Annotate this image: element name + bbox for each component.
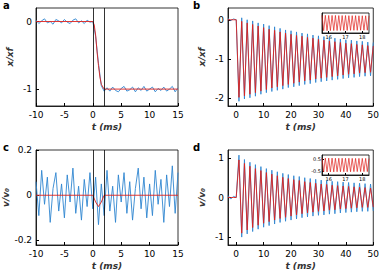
svg-text:-2: -2 (215, 93, 224, 103)
svg-text:0: 0 (90, 249, 96, 259)
svg-text:20: 20 (285, 110, 297, 120)
svg-text:50: 50 (368, 249, 380, 259)
svg-text:10: 10 (258, 249, 270, 259)
svg-text:-1: -1 (215, 54, 224, 64)
svg-text:50: 50 (368, 110, 380, 120)
svg-text:0: 0 (90, 110, 96, 120)
svg-text:40: 40 (340, 249, 352, 259)
svg-text:b: b (193, 0, 200, 11)
svg-text:-10: -10 (29, 110, 44, 120)
svg-text:0: 0 (26, 190, 32, 200)
svg-text:1: 1 (218, 153, 224, 163)
svg-text:-0.2: -0.2 (14, 235, 32, 245)
svg-text:-10: -10 (29, 249, 44, 259)
svg-text:c: c (3, 142, 9, 153)
svg-text:18: 18 (359, 34, 365, 40)
svg-text:-1: -1 (23, 84, 32, 94)
svg-text:15: 15 (172, 249, 183, 259)
svg-text:16: 16 (325, 175, 332, 182)
svg-text:10: 10 (258, 110, 270, 120)
svg-text:40: 40 (340, 110, 352, 120)
svg-text:10: 10 (144, 110, 156, 120)
svg-text:10: 10 (144, 249, 156, 259)
svg-text:18: 18 (359, 176, 365, 182)
svg-text:0.5: 0.5 (313, 156, 321, 162)
svg-text:15: 15 (172, 110, 183, 120)
svg-text:17: 17 (342, 176, 348, 182)
svg-text:0: 0 (233, 110, 239, 120)
svg-text:x/xf: x/xf (5, 47, 15, 68)
svg-text:16: 16 (326, 34, 332, 40)
svg-text:5: 5 (118, 249, 124, 259)
svg-text:0: 0 (218, 193, 224, 203)
svg-text:30: 30 (313, 110, 325, 120)
svg-text:t (ms): t (ms) (285, 122, 315, 132)
svg-text:d: d (193, 142, 200, 153)
svg-text:v/v₀: v/v₀ (197, 188, 207, 207)
svg-text:t (ms): t (ms) (285, 261, 315, 271)
svg-text:a: a (3, 0, 10, 11)
svg-text:x/xf: x/xf (197, 47, 207, 68)
svg-text:20: 20 (285, 249, 297, 259)
svg-text:0.2: 0.2 (18, 145, 32, 155)
svg-text:-5: -5 (60, 249, 69, 259)
svg-text:0: 0 (233, 249, 239, 259)
svg-text:17: 17 (342, 34, 348, 40)
svg-text:t (ms): t (ms) (92, 261, 122, 271)
svg-text:v/v₀: v/v₀ (1, 188, 11, 207)
svg-text:30: 30 (313, 249, 325, 259)
svg-text:5: 5 (118, 110, 124, 120)
svg-text:0: 0 (26, 17, 32, 27)
svg-text:-5: -5 (60, 110, 69, 120)
svg-text:t (ms): t (ms) (92, 122, 122, 132)
svg-text:-0.5: -0.5 (311, 168, 321, 174)
svg-text:-1: -1 (215, 232, 224, 242)
svg-text:0: 0 (218, 15, 224, 25)
